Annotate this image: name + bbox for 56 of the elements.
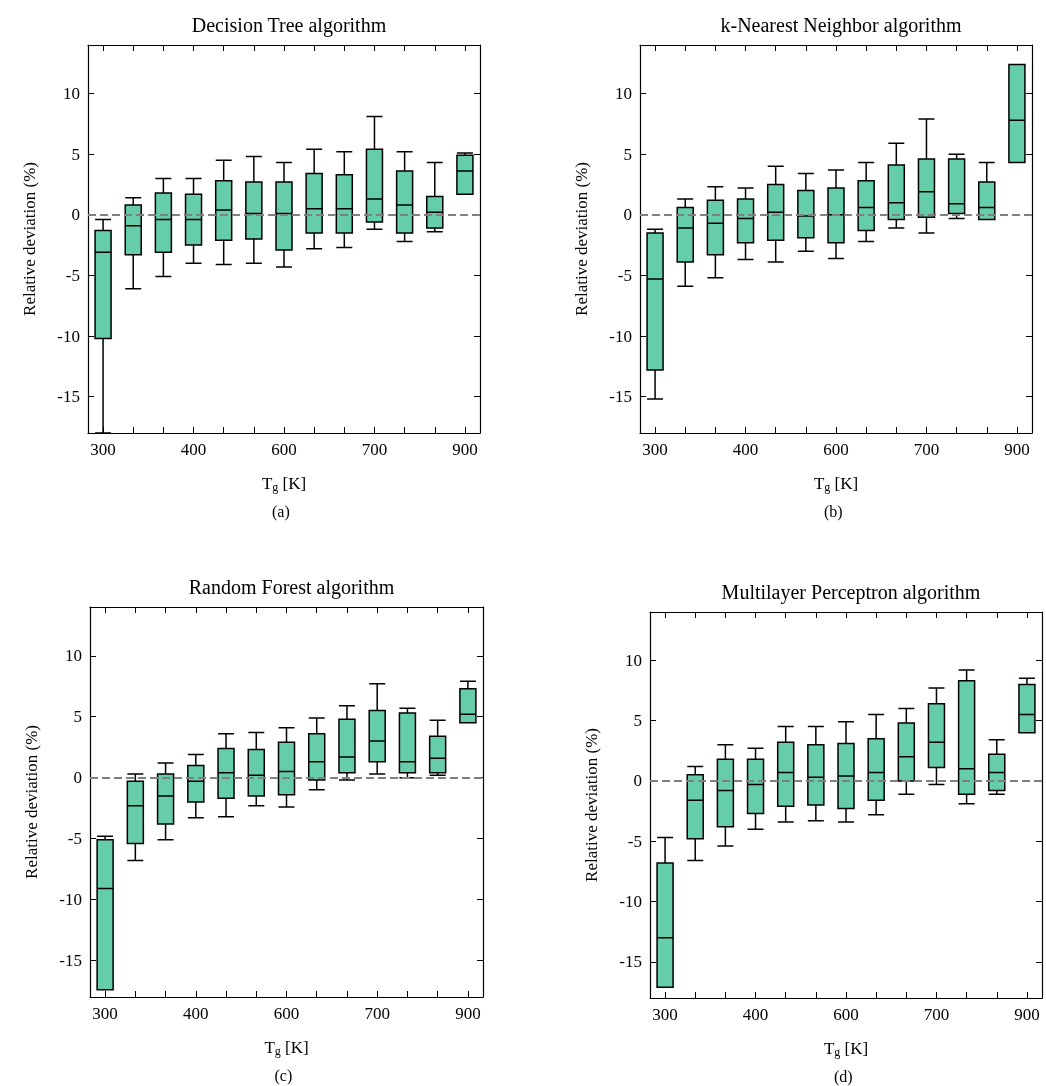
y-tick-label: -10 <box>609 326 632 346</box>
y-tick-label: -15 <box>619 952 642 972</box>
chart-title: Multilayer Perceptron algorithm <box>721 581 981 604</box>
x-tick-label: 300 <box>92 1004 118 1023</box>
chart-title: Decision Tree algorithm <box>191 14 387 37</box>
x-tick-label: 600 <box>273 1004 300 1023</box>
y-tick-label: -10 <box>619 892 642 911</box>
y-axis-title: Relative deviation (%) <box>22 725 41 879</box>
y-tick-label: -10 <box>57 326 80 346</box>
x-tick-label: 900 <box>1014 1005 1040 1024</box>
y-tick-label: 0 <box>633 771 642 791</box>
chart-title: k-Nearest Neighbor algorithm <box>720 14 962 37</box>
x-tick-label: 700 <box>923 1005 950 1024</box>
y-tick-label: 10 <box>625 650 642 670</box>
y-tick-label: 0 <box>623 205 632 225</box>
text: (a) <box>272 502 290 521</box>
y-tick-label: -10 <box>59 890 82 909</box>
y-axis-title: Relative deviation (%) <box>20 162 39 316</box>
x-tick-label: 700 <box>364 1004 390 1023</box>
y-tick-label: 5 <box>623 144 632 164</box>
x-tick-label: 700 <box>913 440 940 459</box>
y-tick-label: -15 <box>57 387 80 407</box>
y-tick-label: 10 <box>65 646 82 666</box>
y-axis-title: Relative deviation (%) <box>582 728 601 882</box>
y-tick-label: 0 <box>71 205 80 225</box>
y-tick-label: -5 <box>627 831 642 851</box>
x-tick-label: 600 <box>833 1005 859 1024</box>
x-tick-label: 900 <box>1004 440 1030 459</box>
y-tick-label: -5 <box>65 265 80 285</box>
y-tick-label: 10 <box>63 84 80 103</box>
x-tick-label: 900 <box>455 1004 481 1023</box>
x-tick-label: 400 <box>742 1005 769 1024</box>
x-tick-label: 300 <box>642 440 668 459</box>
y-tick-label: 5 <box>73 707 82 727</box>
y-tick-label: 10 <box>615 84 632 103</box>
x-tick-label: 900 <box>452 440 478 459</box>
x-tick-label: 600 <box>823 440 849 459</box>
y-axis-title: Relative deviation (%) <box>572 162 591 316</box>
x-tick-label: 400 <box>732 440 759 459</box>
y-tick-label: -5 <box>617 265 632 285</box>
x-tick-label: 400 <box>180 440 207 459</box>
x-tick-label: 700 <box>361 440 388 459</box>
chart-title: Random Forest algorithm <box>188 576 395 599</box>
text: (d) <box>834 1067 853 1086</box>
x-tick-label: 600 <box>271 440 297 459</box>
x-tick-label: 400 <box>183 1004 209 1023</box>
y-tick-label: 5 <box>633 711 642 731</box>
x-tick-label: 300 <box>90 440 116 459</box>
x-tick-label: 300 <box>652 1005 678 1024</box>
y-tick-label: -5 <box>67 829 82 849</box>
text: (c) <box>274 1066 293 1085</box>
y-tick-label: 5 <box>71 144 80 164</box>
text: (b) <box>824 502 843 521</box>
y-tick-label: 0 <box>73 768 82 788</box>
y-tick-label: -15 <box>609 387 632 407</box>
y-tick-label: -15 <box>59 950 82 970</box>
